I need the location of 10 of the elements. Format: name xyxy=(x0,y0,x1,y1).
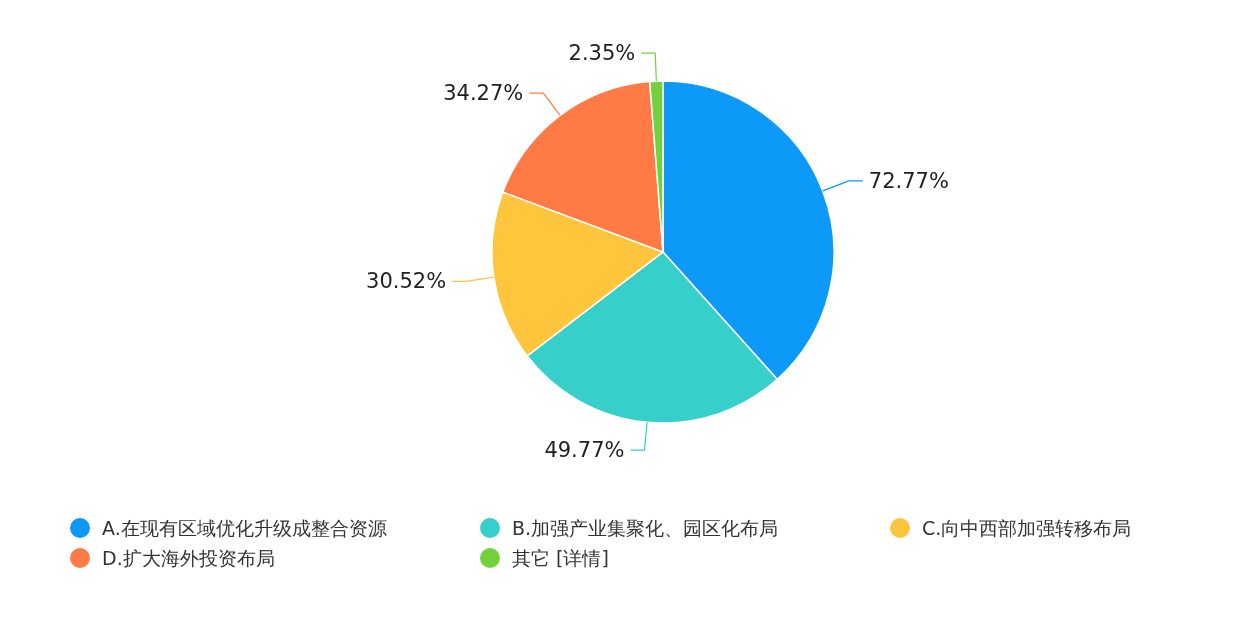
data-label: 72.77% xyxy=(868,168,949,193)
legend-label: B.加强产业集聚化、园区化布局 xyxy=(512,517,779,539)
legend-label: C.向中西部加强转移布局 xyxy=(922,517,1132,539)
data-label: 49.77% xyxy=(544,438,625,463)
legend-label: 其它 [详情] xyxy=(512,547,609,569)
data-label: 2.35% xyxy=(568,41,636,66)
legend-label: D.扩大海外投资布局 xyxy=(102,547,275,569)
data-label: 30.52% xyxy=(366,269,447,294)
data-label: 34.27% xyxy=(443,81,524,106)
legend-label: A.在现有区域优化升级成整合资源 xyxy=(102,517,387,539)
